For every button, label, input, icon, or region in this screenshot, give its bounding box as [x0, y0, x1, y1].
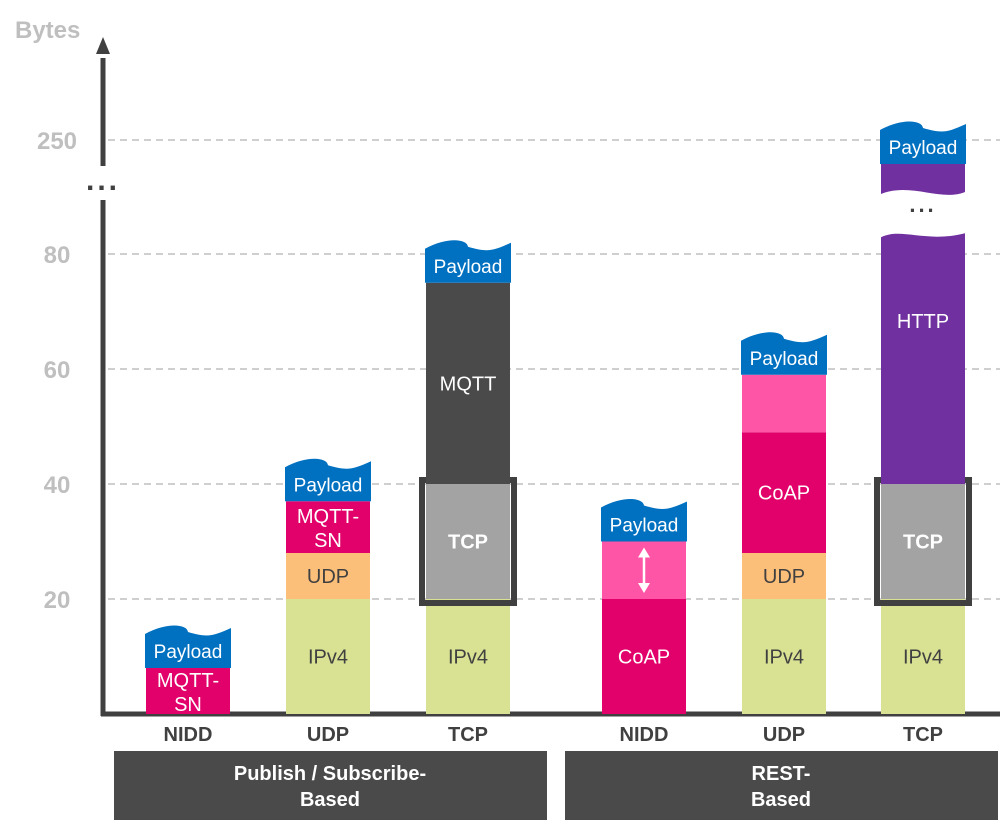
bar-segment-tcp: [426, 484, 510, 599]
segment-label: SN: [314, 530, 342, 552]
payload-banner: [145, 625, 231, 668]
group-label: Based: [300, 789, 360, 811]
group-label: Based: [751, 789, 811, 811]
payload-label: Payload: [750, 349, 819, 370]
bar-segment-ipv4: [881, 599, 965, 714]
y-tick-label: 80: [44, 242, 71, 269]
segment-label: MQTT-: [297, 506, 359, 528]
bar-segment-ipv4: [742, 599, 826, 714]
range-arrowhead-down: [638, 583, 650, 593]
segment-label: CoAP: [758, 483, 810, 505]
bar-segment-coap: [742, 432, 826, 553]
payload-banner: [285, 458, 371, 502]
payload-label: Payload: [154, 642, 223, 663]
segment-label: MQTT-: [157, 670, 219, 692]
segment-label: UDP: [307, 566, 349, 588]
segment-label: UDP: [763, 566, 805, 588]
bar-segment-udp: [286, 553, 370, 599]
bar-segment-coap: [602, 599, 686, 714]
segment-label: CoAP: [618, 647, 670, 669]
payload-label: Payload: [434, 257, 503, 278]
group-band: [565, 751, 998, 820]
segment-label: TCP: [448, 532, 488, 554]
payload-label: Payload: [610, 516, 679, 537]
payload-banner: [880, 121, 966, 164]
x-tick-label: NIDD: [164, 724, 213, 746]
segment-label: SN: [174, 694, 202, 716]
bar-segment-ipv4: [426, 599, 510, 714]
axis-break-label: ...: [86, 164, 120, 197]
y-tick-label: 60: [44, 357, 71, 384]
x-tick-label: NIDD: [620, 724, 669, 746]
segment-label: TCP: [903, 532, 943, 554]
x-tick-label: UDP: [763, 724, 805, 746]
bar-segment-udp: [742, 553, 826, 599]
x-tick-label: UDP: [307, 724, 349, 746]
payload-banner: [741, 332, 827, 375]
group-band: [114, 751, 547, 820]
segment-label: MQTT: [440, 373, 497, 395]
bar-segment-mqtt-sn: [146, 668, 230, 714]
y-axis-label: Bytes: [15, 17, 80, 44]
x-tick-label: TCP: [903, 724, 943, 746]
bar-segment-tcp: [881, 484, 965, 599]
segment-label: IPv4: [448, 647, 488, 669]
bar-segment-mqtt: [426, 282, 510, 484]
bar-segment-ipv4: [286, 599, 370, 714]
payload-banner: [601, 499, 687, 542]
group-label: Publish / Subscribe-: [234, 763, 426, 785]
range-arrowhead-up: [638, 547, 650, 558]
segment-label: IPv4: [308, 647, 348, 669]
y-axis-arrowhead: [96, 37, 110, 54]
bar-segment-mqtt-sn: [286, 501, 370, 553]
bar-break-label: ...: [909, 192, 936, 217]
x-tick-label: TCP: [448, 724, 488, 746]
y-tick-label: 250: [37, 128, 77, 155]
bar-segment-http-top: [881, 164, 965, 195]
group-label: REST-: [752, 763, 811, 785]
bar-segment-coap-options: [742, 374, 826, 433]
payload-label: Payload: [294, 475, 363, 496]
y-tick-label: 40: [44, 472, 71, 499]
segment-label: HTTP: [897, 311, 949, 333]
payload-banner: [425, 240, 511, 283]
segment-label: IPv4: [764, 647, 804, 669]
segment-label: IPv4: [903, 647, 943, 669]
payload-label: Payload: [889, 138, 958, 159]
bar-segment-http: [881, 233, 965, 484]
y-tick-label: 20: [44, 587, 71, 614]
